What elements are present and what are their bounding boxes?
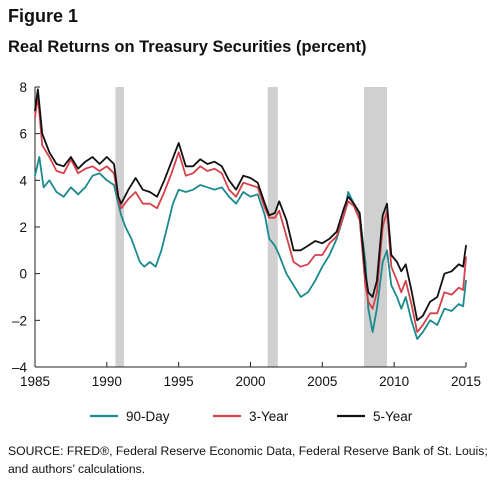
- y-tick-label: –4: [12, 360, 28, 375]
- x-tick-label: 2015: [451, 374, 481, 389]
- x-tick-label: 1995: [164, 374, 194, 389]
- x-tick-label: 2000: [235, 374, 265, 389]
- line-chart: –4 –2 0 2 4 6 8 1985 1990 1995 2000 2005 2010 2015 90…: [12, 80, 481, 424]
- y-tick-label: 0: [19, 267, 27, 282]
- legend-label-90-day: 90-Day: [126, 409, 170, 424]
- recession-band-2: [267, 87, 278, 367]
- x-tick-label: 2005: [307, 374, 337, 389]
- axes: –4 –2 0 2 4 6 8 1985 1990 1995 2000 2005 2010 2015: [12, 80, 481, 389]
- recession-band-3: [363, 87, 387, 367]
- x-tick-label: 1990: [92, 374, 122, 389]
- series-line-3-year: [34, 95, 467, 333]
- y-tick-label: 2: [19, 220, 27, 235]
- y-tick-label: 6: [19, 127, 27, 142]
- x-tick-label: 1985: [20, 374, 50, 389]
- x-tick-label: 2010: [379, 374, 409, 389]
- series-lines: [34, 88, 467, 340]
- series-line-5-year: [34, 88, 467, 322]
- series-line-90-day: [34, 156, 467, 340]
- chart-title: Real Returns on Treasury Securities (per…: [8, 38, 367, 56]
- y-tick-label: 8: [19, 80, 27, 95]
- y-tick-label: 4: [19, 173, 27, 188]
- y-tick-label: –2: [12, 313, 27, 328]
- legend-label-5-year: 5-Year: [373, 409, 413, 424]
- legend: 90-Day 3-Year 5-Year: [90, 409, 413, 424]
- figure-label: Figure 1: [8, 6, 79, 26]
- recession-bands: [115, 87, 387, 367]
- legend-label-3-year: 3-Year: [249, 409, 289, 424]
- recession-band-1: [115, 87, 125, 367]
- source-note: SOURCE: FRED®, Federal Reserve Economic …: [8, 444, 488, 476]
